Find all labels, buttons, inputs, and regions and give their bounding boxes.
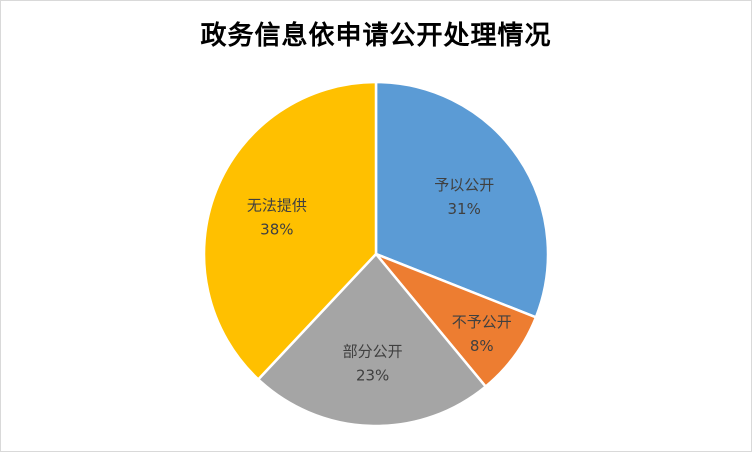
slice-category-label: 无法提供 — [247, 197, 307, 215]
pie-slice-3 — [257, 252, 487, 428]
pie-slice-1 — [374, 80, 550, 319]
slice-percent-label: 38% — [260, 221, 293, 239]
slice-category-label: 予以公开 — [434, 176, 494, 194]
slice-percent-label: 23% — [356, 367, 389, 385]
pie-slice-4 — [202, 80, 378, 381]
slice-percent-label: 8% — [470, 337, 494, 355]
chart-title: 政务信息依申请公开处理情况 — [200, 21, 552, 51]
slice-percent-label: 31% — [448, 200, 481, 218]
slice-category-label: 部分公开 — [343, 343, 403, 361]
slice-category-label: 不予公开 — [452, 313, 512, 331]
